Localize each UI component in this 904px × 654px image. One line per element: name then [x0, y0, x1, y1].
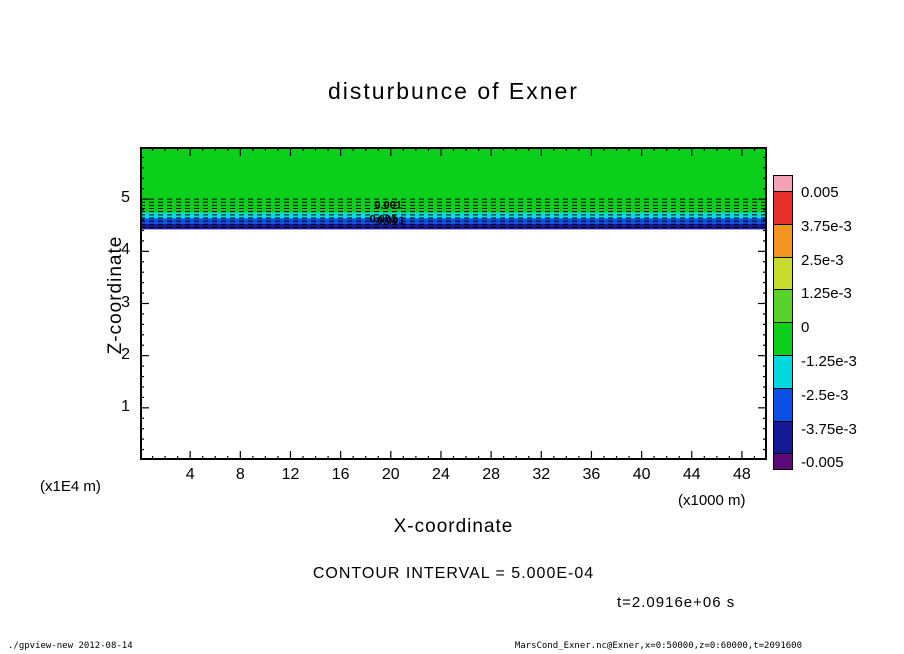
z-tick-label: 2	[121, 345, 130, 363]
contour-interval-text: CONTOUR INTERVAL = 5.000E-04	[312, 565, 595, 582]
x-axis-unit: (x1000 m)	[678, 492, 746, 509]
z-tick-label: 5	[121, 189, 130, 207]
contour-value-label: 0.001	[374, 199, 402, 211]
x-tick-label: 44	[682, 466, 701, 483]
contour-value-label: 0.001	[369, 213, 397, 225]
colorbar-cell	[773, 387, 793, 422]
z-axis-unit: (x1E4 m)	[40, 478, 101, 495]
colorbar-tick-label: -1.25e-3	[801, 353, 857, 370]
colorbar-tick-label: 3.75e-3	[801, 217, 852, 235]
contour-fill-band	[140, 229, 767, 460]
x-tick-label: 40	[632, 466, 651, 483]
z-tick-label: 1	[121, 397, 130, 415]
z-tick-label: 3	[121, 293, 130, 311]
plot-frame	[140, 147, 767, 460]
colorbar-tick-label: -0.005	[801, 454, 844, 472]
plot-title: disturbunce of Exner	[328, 78, 579, 104]
footer-command-text: ./gpview-new 2012-08-14	[8, 641, 133, 651]
colorbar	[773, 175, 793, 471]
contour-fill-band	[140, 218, 767, 224]
x-tick-label: 4	[185, 466, 195, 483]
x-tick-label: 20	[381, 466, 400, 483]
time-annotation: t=2.0916e+06 s	[617, 594, 736, 611]
x-tick-label: 48	[733, 466, 751, 483]
contour-value-label: 0.001	[377, 215, 405, 227]
colorbar-cell	[773, 354, 793, 389]
colorbar-cell	[773, 453, 793, 471]
contour-fill-band	[140, 147, 767, 213]
colorbar-cell	[773, 289, 793, 324]
colorbar-tick-label: 0.005	[801, 184, 839, 201]
colorbar-cell	[773, 223, 793, 258]
colorbar-tick-label: -2.5e-3	[801, 386, 849, 404]
colorbar-cell	[773, 175, 793, 192]
x-tick-label: 12	[281, 466, 300, 483]
z-tick-label: 4	[121, 241, 130, 259]
x-tick-label: 24	[432, 466, 450, 483]
x-tick-label: 8	[235, 466, 245, 483]
contour-fill-band	[140, 212, 767, 219]
colorbar-cell	[773, 420, 793, 455]
x-tick-label: 28	[482, 466, 500, 483]
colorbar-tick-label: -3.75e-3	[801, 420, 857, 438]
contour-fill-band	[140, 223, 767, 230]
colorbar-tick-label: 0	[801, 319, 810, 337]
colorbar-tick-label: 1.25e-3	[801, 285, 852, 303]
x-axis-label: X-coordinate	[393, 516, 514, 537]
colorbar-cell	[773, 256, 793, 291]
colorbar-cell	[773, 322, 793, 356]
x-tick-label: 16	[331, 466, 350, 483]
x-tick-label: 36	[582, 466, 601, 483]
x-tick-label: 32	[532, 466, 551, 483]
colorbar-tick-label: 2.5e-3	[801, 251, 844, 269]
colorbar-cell	[773, 191, 793, 225]
footer-file-text: MarsCond_Exner.nc@Exner,x=0:50000,z=0:60…	[514, 641, 802, 651]
